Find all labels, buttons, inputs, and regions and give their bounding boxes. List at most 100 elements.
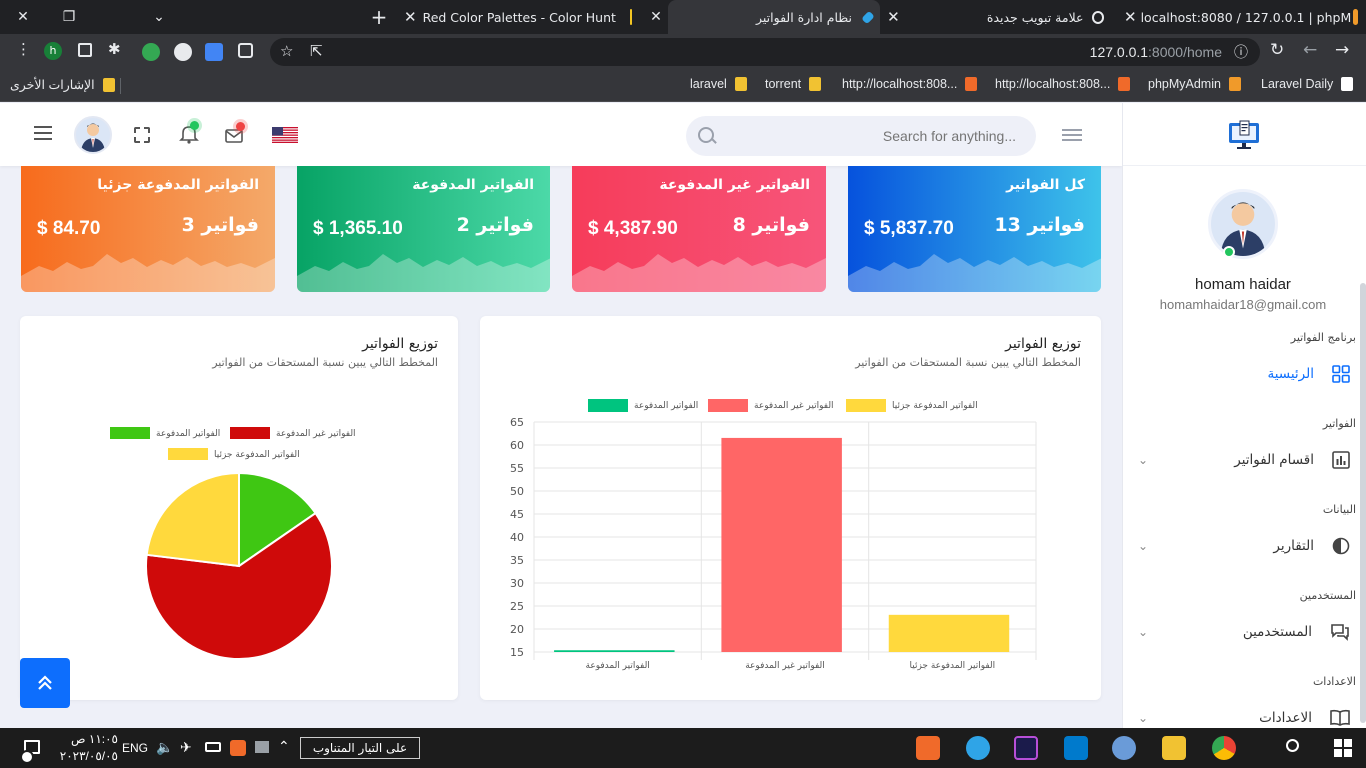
- vscode-app-icon[interactable]: [1064, 736, 1088, 760]
- window-close-icon[interactable]: ✕: [17, 9, 29, 25]
- search-input[interactable]: [726, 116, 1016, 156]
- us-flag-icon[interactable]: [272, 127, 298, 143]
- hamburger-menu-icon[interactable]: [34, 126, 52, 128]
- stat-card[interactable]: الفواتير المدفوعة 2 فواتير $ 1,365.10: [297, 166, 550, 292]
- chrome-profile-app-icon[interactable]: [966, 736, 990, 760]
- bookmark-laravel[interactable]: laravel: [690, 77, 747, 91]
- bookmark-torrent[interactable]: torrent: [765, 77, 822, 91]
- extension-icon[interactable]: [142, 43, 160, 61]
- legend-swatch: [110, 427, 150, 439]
- other-bookmarks[interactable]: الإشارات الأخرى: [10, 77, 115, 92]
- bookmark-star-icon[interactable]: ☆: [280, 42, 294, 60]
- sidebar-item-label: الاعدادات: [1259, 710, 1312, 726]
- tab-search-icon[interactable]: ⌄: [153, 9, 165, 25]
- page-icon: [1341, 77, 1354, 91]
- sidebar-category-label: الفواتير: [1322, 417, 1356, 430]
- window-restore-icon[interactable]: ❐: [62, 9, 76, 25]
- sidebar-item[interactable]: ⌄ المستخدمين: [1130, 617, 1350, 647]
- clock-time[interactable]: ١١:٠٥ ص: [71, 732, 118, 746]
- omnibox[interactable]: ☆ ⇱ 127.0.0.1:8000/home ⓘ: [270, 38, 1260, 66]
- stat-card[interactable]: كل الفواتير 13 فواتير $ 5,837.70: [848, 166, 1101, 292]
- pie-chart: الفواتير المدفوعة الفواتير غير المدفوعة ال…: [110, 427, 356, 660]
- sidebar-item[interactable]: ⌄ الاعدادات: [1130, 703, 1350, 733]
- tab-new-tab[interactable]: ✕ علامة تبويب جديدة: [884, 0, 1112, 34]
- bookmark-localhost-2[interactable]: http://localhost:808...: [995, 77, 1131, 91]
- volume-icon[interactable]: 🔈: [156, 739, 174, 755]
- tab-phpmyadmin[interactable]: ✕ localhost:8080 / 127.0.0.1 | phpM: [1124, 0, 1366, 34]
- battery-icon[interactable]: [205, 742, 221, 752]
- translate-icon[interactable]: [205, 43, 223, 61]
- site-info-icon[interactable]: ⓘ: [1234, 45, 1248, 61]
- bookmark-localhost-1[interactable]: http://localhost:808...: [842, 77, 978, 91]
- messages-mail-icon[interactable]: [224, 122, 246, 145]
- reload-icon[interactable]: ↻: [1270, 40, 1285, 60]
- bookmark-phpmyadmin[interactable]: phpMyAdmin: [1148, 77, 1241, 91]
- device-tray-icon[interactable]: [255, 741, 269, 753]
- sidebar-item-label: المستخدمين: [1242, 624, 1312, 640]
- chrome-app-icon[interactable]: [1212, 736, 1236, 760]
- xampp-tray-icon[interactable]: [230, 740, 246, 756]
- chevron-up-icon[interactable]: ⌃: [278, 738, 290, 754]
- url-text: 127.0.0.1:8000/home: [1090, 44, 1222, 60]
- airplane-mode-icon[interactable]: ✈: [180, 739, 192, 755]
- language-indicator[interactable]: ENG: [122, 741, 149, 755]
- windows-start-icon[interactable]: [1334, 739, 1352, 757]
- profile-avatar[interactable]: h: [44, 42, 62, 60]
- tab-close-icon[interactable]: ✕: [1124, 8, 1137, 26]
- y-tick-label: 25: [510, 600, 524, 613]
- back-icon[interactable]: →: [1335, 40, 1350, 60]
- notifications-bell-icon[interactable]: [178, 121, 200, 145]
- bookmark-laravel-daily[interactable]: Laravel Daily: [1261, 77, 1354, 91]
- bookmark-label: phpMyAdmin: [1148, 77, 1221, 91]
- legend-swatch: [708, 399, 748, 412]
- card-amount: $ 5,837.70: [864, 218, 954, 239]
- sidebar-item[interactable]: ⌄ اقسام الفواتير: [1130, 445, 1350, 475]
- y-tick-label: 60: [510, 439, 524, 452]
- stat-card[interactable]: الفواتير غير المدفوعة 8 فواتير $ 4,387.90: [572, 166, 826, 292]
- stat-card[interactable]: الفواتير المدفوعة جزئيا 3 فواتير $ 84.70: [21, 166, 275, 292]
- extensions-puzzle-icon[interactable]: ✱: [108, 40, 121, 58]
- avatar[interactable]: [1208, 189, 1278, 259]
- search-icon[interactable]: [1286, 739, 1299, 752]
- message-dot: [236, 122, 245, 131]
- legend-label: الفواتير المدفوعة: [634, 401, 698, 411]
- sidebar-scrollbar[interactable]: [1360, 283, 1366, 723]
- file-explorer-app-icon[interactable]: [1162, 736, 1186, 760]
- sidebar-item[interactable]: ⌄ التقارير: [1130, 531, 1350, 561]
- sidebar-logo[interactable]: [1123, 103, 1366, 166]
- sidebar-toggle-icon[interactable]: [1062, 129, 1082, 131]
- back-to-top-button[interactable]: [20, 658, 70, 708]
- chevron-down-icon: ⌄: [1138, 453, 1149, 467]
- app-header: [0, 103, 1122, 166]
- fullscreen-icon[interactable]: [134, 127, 150, 143]
- sidebar-item[interactable]: الرئيسية: [1130, 359, 1350, 389]
- sidebar-toggle-icon[interactable]: [78, 43, 92, 57]
- share-icon[interactable]: ⇱: [310, 42, 323, 60]
- tab-close-icon[interactable]: ✕: [650, 9, 662, 25]
- search-icon[interactable]: [698, 127, 714, 143]
- chevron-down-icon: ⌄: [1138, 711, 1149, 725]
- extension-icon[interactable]: [174, 43, 192, 61]
- tab-close-icon[interactable]: ✕: [404, 8, 417, 26]
- bookmark-label: http://localhost:808...: [842, 77, 958, 91]
- legend-label: الفواتير المدفوعة: [156, 429, 220, 439]
- avatar[interactable]: [74, 116, 112, 154]
- menu-kebab-icon[interactable]: ⋮: [16, 40, 31, 58]
- colorhunt-favicon-icon: [629, 9, 632, 25]
- sidebar-category-label: المستخدمين: [1299, 589, 1356, 602]
- new-tab-icon[interactable]: +: [370, 5, 388, 29]
- tab-close-icon[interactable]: ✕: [887, 8, 900, 26]
- notion-icon[interactable]: [238, 43, 253, 58]
- sidebar-category-label: الاعدادات: [1312, 675, 1356, 688]
- clock-date[interactable]: ٢٠٢٣/٠٥/٠٥: [59, 749, 118, 763]
- app-icon[interactable]: [1112, 736, 1136, 760]
- tab-invoices[interactable]: نظام ادارة الفواتير: [668, 0, 880, 34]
- address-bar: ⋮ h ✱ ☆ ⇱ 127.0.0.1:8000/home ⓘ ↻ ← →: [0, 34, 1366, 70]
- xampp-app-icon[interactable]: [916, 736, 940, 760]
- phpstorm-app-icon[interactable]: [1014, 736, 1038, 760]
- forward-icon[interactable]: ←: [1303, 40, 1318, 60]
- tab-color-hunt[interactable]: ✕ Red Color Palettes - Color Hunt: [404, 0, 640, 34]
- search-box[interactable]: [686, 116, 1036, 156]
- tab-title: Red Color Palettes - Color Hunt: [422, 9, 616, 25]
- x-tick-label: الفواتير المدفوعة: [586, 661, 650, 671]
